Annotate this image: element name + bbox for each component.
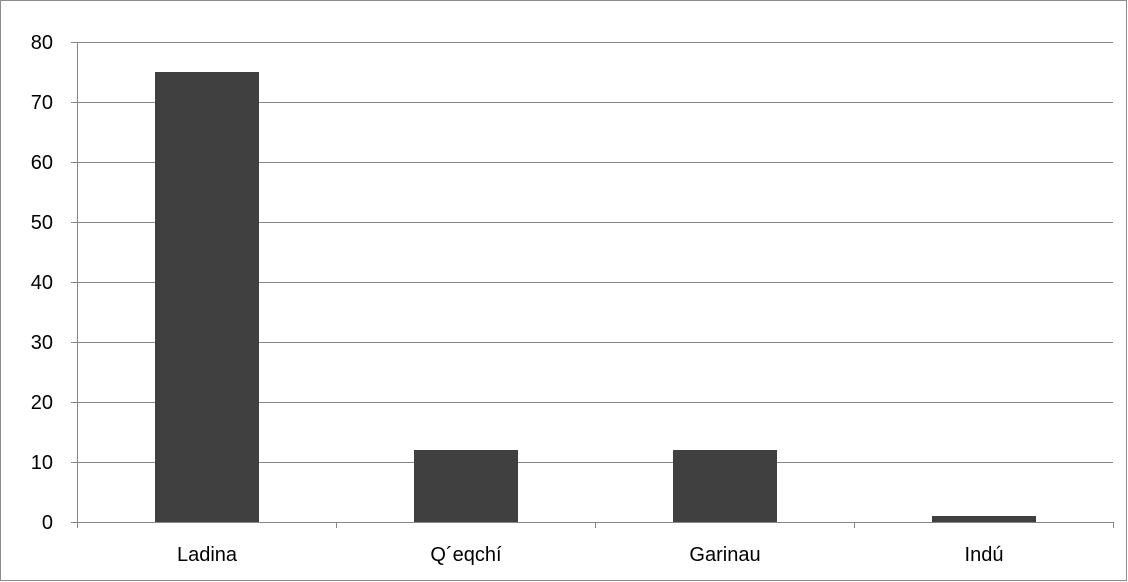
y-tick-label: 80 <box>31 32 53 54</box>
y-tick-label: 50 <box>31 212 53 234</box>
x-tick-label: Ladina <box>177 544 238 566</box>
x-tick-label: Garinau <box>689 544 760 566</box>
bar-garinau <box>673 450 777 522</box>
y-tick-label: 0 <box>42 512 53 534</box>
y-tick-label: 60 <box>31 152 53 174</box>
bar-ind- <box>932 516 1036 522</box>
y-tick-label: 70 <box>31 92 53 114</box>
y-tick-label: 30 <box>31 332 53 354</box>
y-tick-label: 20 <box>31 392 53 414</box>
y-tick-label: 40 <box>31 272 53 294</box>
y-tick-label: 10 <box>31 452 53 474</box>
x-tick-label: Indú <box>965 544 1004 566</box>
x-tick-label: Q´eqchí <box>430 544 502 566</box>
bars <box>155 72 1036 522</box>
tick-labels: 0 10 20 30 40 50 60 70 80 Ladina Q´eqchí Garinau Ind… <box>31 32 1004 566</box>
bar-ladina <box>155 72 259 522</box>
bar-q-eqch- <box>414 450 518 522</box>
axes <box>71 42 1114 528</box>
